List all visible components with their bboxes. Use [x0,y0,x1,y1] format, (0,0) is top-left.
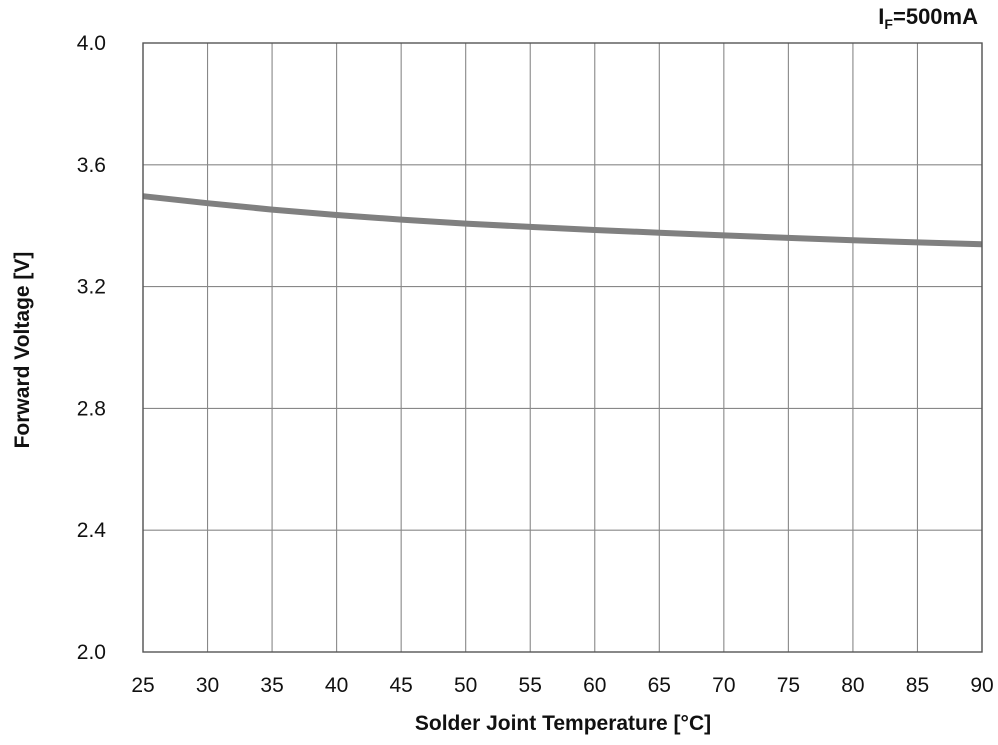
x-tick-label: 60 [583,674,606,697]
x-tick-label: 35 [260,674,283,697]
x-tick-label: 50 [454,674,477,697]
x-tick-label: 65 [648,674,671,697]
y-tick-label: 2.8 [77,397,106,420]
current-annotation-value: =500mA [893,4,978,29]
y-tick-label: 4.0 [77,32,106,55]
x-tick-label: 90 [970,674,993,697]
x-tick-label: 45 [389,674,412,697]
series-line [142,193,983,248]
x-tick-labels: 25 30 35 40 45 50 55 60 65 70 75 80 85 90 [131,674,993,697]
x-tick-label: 80 [841,674,864,697]
x-tick-label: 25 [131,674,154,697]
x-tick-label: 85 [906,674,929,697]
x-tick-label: 75 [777,674,800,697]
x-tick-label: 40 [325,674,348,697]
y-tick-label: 2.4 [77,519,107,542]
y-axis-title: Forward Voltage [V] [11,252,34,449]
current-annotation-subscript: F [884,16,893,32]
y-tick-label: 3.2 [77,276,106,299]
series-layer [142,193,983,248]
x-tick-label: 70 [712,674,735,697]
x-axis-title: Solder Joint Temperature [°C] [415,712,711,735]
x-tick-label: 55 [519,674,542,697]
y-tick-label: 3.6 [77,154,106,177]
y-tick-labels: 2.0 2.4 2.8 3.2 3.6 4.0 [77,32,107,664]
current-annotation: IF=500mA [878,4,978,32]
plot-frame [142,42,983,653]
x-tick-label: 30 [196,674,219,697]
y-tick-label: 2.0 [77,641,106,664]
current-annotation-symbol: I [878,4,884,29]
